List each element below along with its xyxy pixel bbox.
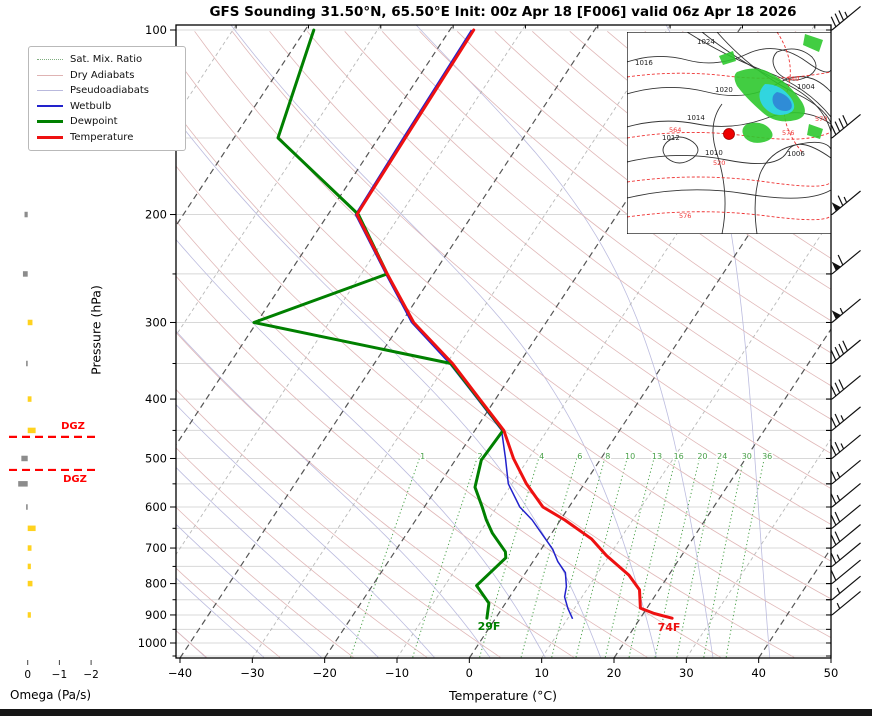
svg-text:4: 4 bbox=[539, 452, 544, 461]
svg-text:1016: 1016 bbox=[635, 59, 653, 67]
svg-text:1014: 1014 bbox=[687, 114, 705, 122]
svg-text:564: 564 bbox=[669, 126, 681, 134]
svg-text:400: 400 bbox=[145, 392, 167, 406]
legend-label: Temperature bbox=[70, 131, 134, 143]
svg-text:520: 520 bbox=[713, 159, 725, 167]
dewpoint-line-sample bbox=[37, 120, 63, 124]
legend-label: Sat. Mix. Ratio bbox=[70, 54, 143, 66]
dgz-label-lower: DGZ bbox=[63, 474, 87, 485]
svg-text:−20: −20 bbox=[313, 666, 337, 680]
pseudoadiabat-line-sample bbox=[37, 90, 63, 92]
svg-text:0: 0 bbox=[24, 669, 31, 681]
svg-text:800: 800 bbox=[145, 577, 167, 591]
svg-text:1012: 1012 bbox=[662, 134, 680, 142]
legend-item-pseudoadiabats: Pseudoadiabats bbox=[37, 83, 177, 99]
svg-text:1004: 1004 bbox=[797, 83, 815, 91]
svg-text:540: 540 bbox=[787, 75, 799, 83]
svg-text:1006: 1006 bbox=[787, 150, 805, 158]
svg-text:900: 900 bbox=[145, 608, 167, 622]
svg-text:500: 500 bbox=[145, 451, 167, 465]
svg-text:−1: −1 bbox=[52, 669, 67, 681]
svg-text:0: 0 bbox=[466, 666, 473, 680]
legend-label: Wetbulb bbox=[70, 100, 112, 112]
pressure-axis-title: Pressure (hPa) bbox=[88, 285, 104, 375]
legend-item-wetbulb: Wetbulb bbox=[37, 99, 177, 115]
svg-text:20: 20 bbox=[607, 666, 622, 680]
svg-text:−10: −10 bbox=[385, 666, 409, 680]
legend: Sat. Mix. Ratio Dry Adiabats Pseudoadiab… bbox=[28, 46, 186, 151]
wind-barbs bbox=[826, 6, 861, 616]
map-inset: 1024 1016 1020 1014 1012 1010 1006 1004 564 570 57… bbox=[627, 32, 831, 234]
legend-item-dry-adiabats: Dry Adiabats bbox=[37, 68, 177, 84]
svg-text:13: 13 bbox=[652, 452, 662, 461]
omega-panel: 0 −1 −2 bbox=[18, 211, 99, 681]
svg-text:300: 300 bbox=[145, 315, 167, 329]
svg-text:40: 40 bbox=[751, 666, 766, 680]
legend-label: Dry Adiabats bbox=[70, 69, 135, 81]
svg-text:570: 570 bbox=[815, 115, 827, 123]
svg-text:10: 10 bbox=[534, 666, 549, 680]
legend-label: Dewpoint bbox=[70, 116, 118, 128]
svg-text:1024: 1024 bbox=[697, 38, 715, 46]
svg-text:−2: −2 bbox=[83, 669, 98, 681]
svg-text:36: 36 bbox=[762, 452, 772, 461]
surface-temp-label: 74F bbox=[657, 621, 681, 634]
svg-text:50: 50 bbox=[824, 666, 839, 680]
svg-text:30: 30 bbox=[742, 452, 752, 461]
svg-text:10: 10 bbox=[625, 452, 635, 461]
svg-text:−40: −40 bbox=[168, 666, 192, 680]
svg-text:700: 700 bbox=[145, 541, 167, 555]
svg-text:6: 6 bbox=[577, 452, 582, 461]
sat-mix-ratio-line-sample bbox=[37, 59, 63, 61]
legend-item-temperature: Temperature bbox=[37, 130, 177, 146]
svg-text:1000: 1000 bbox=[138, 636, 167, 650]
svg-text:2: 2 bbox=[478, 452, 483, 461]
mix-ratio-labels: 1 2 4 6 8 10 13 16 20 24 30 36 bbox=[419, 451, 774, 463]
wetbulb-line-sample bbox=[37, 105, 63, 108]
omega-axis-title: Omega (Pa/s) bbox=[10, 688, 92, 702]
svg-text:8: 8 bbox=[605, 452, 610, 461]
bottom-border-bar bbox=[0, 709, 872, 716]
svg-text:30: 30 bbox=[679, 666, 694, 680]
legend-label: Pseudoadiabats bbox=[70, 85, 150, 97]
svg-text:20: 20 bbox=[697, 452, 707, 461]
sounding-curves bbox=[252, 28, 674, 620]
legend-item-dewpoint: Dewpoint bbox=[37, 114, 177, 130]
svg-text:1010: 1010 bbox=[705, 149, 723, 157]
svg-text:16: 16 bbox=[674, 452, 684, 461]
svg-text:24: 24 bbox=[717, 452, 727, 461]
surface-dewpoint-label: 29F bbox=[477, 620, 501, 633]
temperature-line-sample bbox=[37, 135, 63, 139]
svg-text:200: 200 bbox=[145, 208, 167, 222]
chart-title: GFS Sounding 31.50°N, 65.50°E Init: 00z … bbox=[209, 4, 797, 20]
svg-text:100: 100 bbox=[145, 23, 167, 37]
dgz-label-upper: DGZ bbox=[61, 421, 85, 432]
dgz-lines bbox=[9, 435, 95, 472]
svg-text:1020: 1020 bbox=[715, 86, 733, 94]
legend-item-sat-mix-ratio: Sat. Mix. Ratio bbox=[37, 52, 177, 68]
svg-text:600: 600 bbox=[145, 500, 167, 514]
svg-text:1: 1 bbox=[420, 452, 425, 461]
svg-text:576: 576 bbox=[782, 129, 794, 137]
temperature-axis-title: Temperature (°C) bbox=[449, 688, 557, 703]
station-location-dot bbox=[723, 128, 735, 140]
dry-adiabat-line-sample bbox=[37, 74, 63, 76]
svg-text:576: 576 bbox=[679, 212, 691, 220]
svg-text:−30: −30 bbox=[240, 666, 264, 680]
temperature-curve bbox=[355, 28, 674, 620]
